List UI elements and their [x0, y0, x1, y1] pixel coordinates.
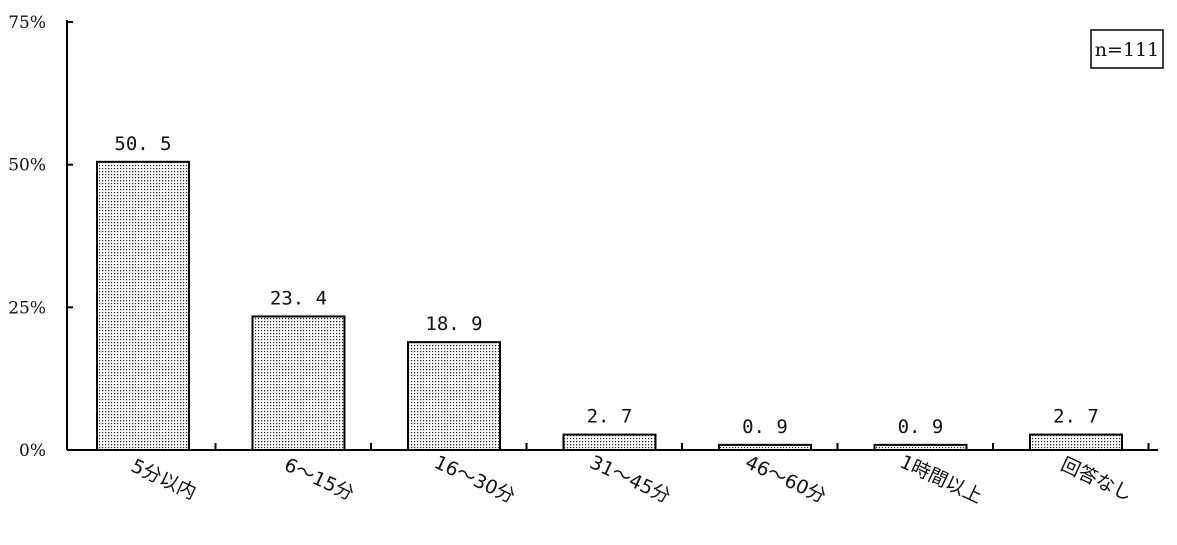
category-label-1: 5分以内: [128, 455, 200, 504]
category-label-2: 6～15分: [281, 454, 358, 505]
bar-5: [718, 443, 812, 452]
y-tick-label-75: 75%: [8, 13, 46, 33]
chart-axes: 0% 25% 50% 75%: [8, 13, 1158, 461]
bar-6: [873, 443, 968, 452]
bar-3: [407, 341, 501, 452]
y-tick-label-50: 50%: [8, 156, 46, 176]
value-label-4: 2. 7: [587, 406, 633, 428]
value-label-3: 18. 9: [425, 313, 482, 335]
sample-size-box: n=111: [1090, 29, 1164, 69]
y-tick-label-0: 0%: [19, 441, 46, 461]
value-label-6: 0. 9: [898, 416, 944, 438]
category-label-4: 31～45分: [586, 451, 674, 507]
category-label-6: 1時間以上: [896, 451, 985, 508]
category-label-3: 16～30分: [431, 451, 519, 507]
category-label-5: 46～60分: [742, 451, 830, 507]
value-label-1: 50. 5: [114, 133, 171, 155]
bar-7: [1029, 433, 1123, 452]
bar-1: [96, 160, 190, 452]
value-label-2: 23. 4: [270, 287, 327, 309]
bar-2: [251, 315, 346, 451]
bar-4: [562, 433, 657, 452]
value-label-5: 0. 9: [742, 416, 788, 438]
y-tick-label-25: 25%: [8, 298, 46, 318]
value-label-7: 2. 7: [1053, 406, 1099, 428]
category-label-7: 回答なし: [1057, 454, 1135, 506]
sample-size-label: n=111: [1095, 39, 1159, 61]
chart-bars: [96, 160, 1123, 452]
